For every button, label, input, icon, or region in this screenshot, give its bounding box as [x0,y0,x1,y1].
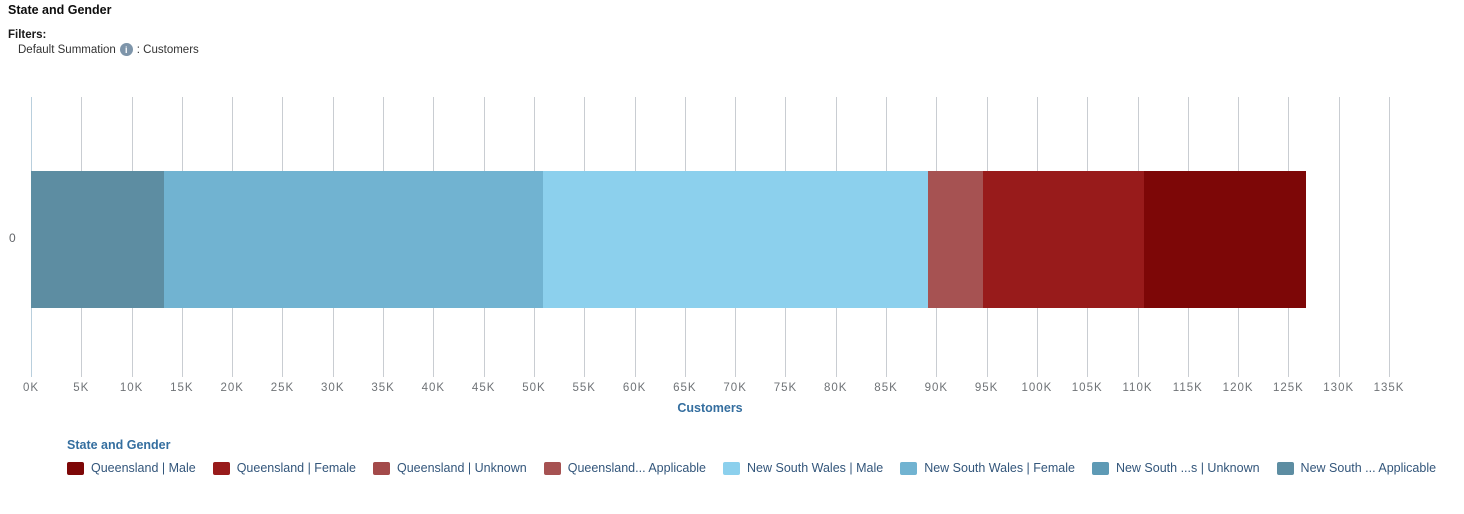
legend-item[interactable]: Queensland | Unknown [373,461,527,475]
legend-swatch [67,461,84,475]
x-tick-label: 75K [773,382,798,394]
bar-segment[interactable] [163,171,543,308]
x-tick-label: 105K [1071,382,1103,394]
x-tick-label: 10K [119,382,144,394]
legend-label: New South ...s | Unknown [1115,461,1260,475]
legend-label: Queensland | Female [236,461,356,475]
bar-segment[interactable] [928,171,983,308]
legend-item[interactable]: New South Wales | Female [900,461,1075,475]
x-tick-label: 0K [22,382,40,394]
x-tick-label: 55K [572,382,596,394]
bar-segment[interactable] [982,171,1144,308]
bar-segment[interactable] [31,171,164,308]
legend-label: Queensland | Unknown [397,461,527,475]
stacked-bar [31,171,1389,308]
legend-item[interactable]: New South ...s | Unknown [1091,461,1260,475]
x-tick-label: 80K [824,382,848,394]
filters-label: Filters: [8,29,47,41]
legend: State and Gender Queensland | Male Queens… [67,438,1456,475]
legend-swatch [543,461,561,475]
legend-label: New South ... Applicable [1300,461,1437,475]
legend-label: Queensland... Applicable [567,461,707,475]
x-tick-label: 125K [1272,382,1304,394]
legend-item[interactable]: New South Wales | Male [723,461,883,475]
legend-item[interactable]: Queensland... Applicable [543,461,707,475]
legend-swatch [723,461,741,475]
gridline [1338,97,1340,377]
x-tick-label: 25K [270,382,295,394]
x-tick-label: 40K [421,382,446,394]
x-tick-label: 135K [1373,382,1405,394]
x-tick-label: 50K [522,382,546,394]
x-tick-label: 90K [924,382,949,394]
x-axis-tick-labels: 0K 5K 10K 15K 20K 25K 30K 35K 40K 45K 50K 55K 60K 65K… [23,382,1403,398]
legend-label: New South Wales | Female [924,461,1075,475]
filter-line: Default Summation i : Customers [18,43,199,56]
x-tick-label: 110K [1122,382,1153,394]
legend-label: Queensland | Male [91,461,196,475]
x-tick-label: 60K [622,382,647,394]
legend-title: State and Gender [67,438,171,452]
legend-swatch [1091,461,1109,475]
legend-item[interactable]: Queensland | Male [67,461,196,475]
x-tick-label: 130K [1323,382,1355,394]
legend-item[interactable]: Queensland | Female [212,461,356,475]
x-tick-label: 20K [220,382,244,394]
y-category-label: 0 [9,231,16,245]
x-tick-label: 100K [1021,382,1053,394]
legend-label: New South Wales | Male [747,461,884,475]
legend-swatch [373,461,390,475]
plot-area [31,97,1390,377]
filter-name: Default Summation [18,43,116,56]
legend-row: Queensland | Male Queensland | Female Quee… [67,461,1456,475]
x-tick-label: 35K [371,382,395,394]
filter-value: : Customers [136,43,199,56]
x-tick-label: 95K [974,382,999,394]
legend-swatch [212,461,230,475]
x-tick-label: 120K [1222,382,1254,394]
widget-title: State and Gender [8,3,112,17]
x-tick-label: 115K [1172,382,1203,394]
x-tick-label: 30K [321,382,345,394]
gridline [1389,97,1390,377]
legend-swatch [1276,461,1294,475]
bar-segment[interactable] [1143,171,1306,308]
bar-segment[interactable] [543,171,929,308]
info-icon[interactable]: i [119,43,133,56]
x-tick-label: 5K [73,382,90,394]
info-icon-glyph: i [125,44,128,55]
x-tick-label: 85K [874,382,898,394]
x-tick-label: 15K [170,382,194,394]
legend-item[interactable]: New South ... Applicable [1276,461,1437,475]
x-tick-label: 65K [673,382,697,394]
x-axis-title: Customers [677,401,743,415]
x-tick-label: 70K [723,382,747,394]
x-tick-label: 45K [471,382,496,394]
legend-swatch [900,461,918,475]
